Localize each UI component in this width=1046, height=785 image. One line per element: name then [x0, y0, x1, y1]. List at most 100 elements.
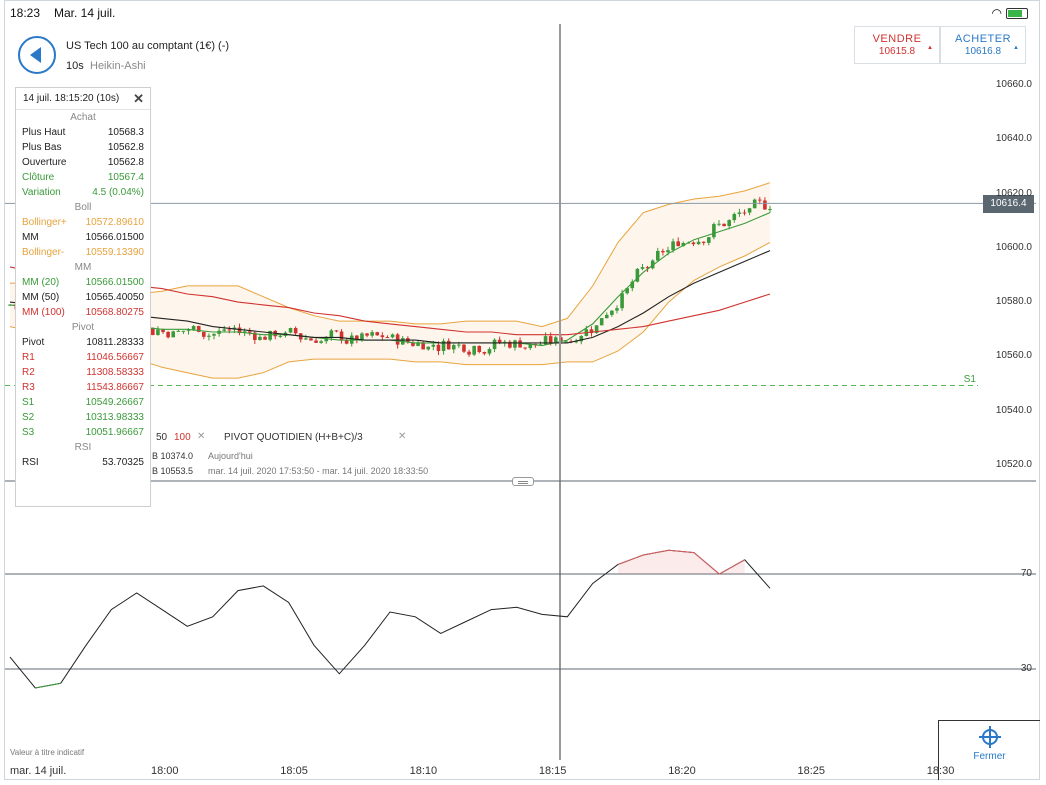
- candle: [650, 260, 655, 269]
- info-row: R3 11543.86667: [16, 380, 150, 395]
- candle: [237, 327, 242, 333]
- time-axis-label: 18:05: [280, 765, 308, 777]
- info-row-value: 4.5 (0.04%): [92, 187, 144, 198]
- buy-price: 10616.8: [964, 46, 1002, 57]
- candle: [712, 224, 716, 238]
- crosshair-icon: [978, 726, 1001, 748]
- candle: [441, 340, 446, 352]
- buy-button[interactable]: ACHETER 10616.8 ▲: [940, 26, 1026, 64]
- candle: [446, 340, 451, 350]
- candle: [752, 199, 757, 209]
- status-date: Mar. 14 juil.: [54, 6, 116, 20]
- remove-pivot-icon[interactable]: ✕: [398, 431, 407, 442]
- candle: [467, 351, 471, 355]
- pane-resize-handle[interactable]: [512, 477, 534, 486]
- pivot-legend[interactable]: PIVOT QUOTIDIEN (H+B+C)/3: [224, 432, 363, 443]
- candle: [615, 308, 619, 311]
- instrument-title: US Tech 100 au comptant (1€) (-): [66, 40, 230, 52]
- info-row-label: S3: [22, 427, 35, 438]
- status-time: 18:23: [10, 6, 41, 20]
- price-axis-label: 10660.0: [995, 79, 1032, 90]
- back-button[interactable]: [18, 36, 56, 74]
- candle: [589, 329, 594, 334]
- info-row: Bollinger+ 10572.89610: [16, 215, 150, 230]
- price-axis-label: 10560.0: [995, 350, 1032, 362]
- chart-frame: [4, 0, 1040, 780]
- candle: [508, 341, 512, 348]
- sell-button[interactable]: VENDRE 10615.8 ▲: [854, 26, 940, 64]
- legend-row2-period: mar. 14 juil. 2020 17:53:50 - mar. 14 ju…: [208, 466, 429, 476]
- time-axis-label: 18:20: [668, 765, 696, 777]
- ma-50-legend[interactable]: 50: [156, 432, 168, 443]
- candle: [594, 325, 599, 334]
- candle: [421, 342, 425, 350]
- candle: [151, 327, 155, 336]
- info-row: Plus Haut 10568.3: [16, 125, 150, 140]
- candle: [487, 349, 492, 354]
- info-row-value: 11046.56667: [86, 352, 144, 363]
- time-axis-label: 18:30: [926, 765, 955, 777]
- price-axis-label: 10520.0: [995, 459, 1032, 470]
- candle: [548, 336, 553, 343]
- candle: [375, 332, 380, 336]
- remove-ma-icon[interactable]: ✕: [197, 431, 206, 442]
- candle: [737, 212, 742, 214]
- info-row: MM (100) 10568.80275: [16, 305, 150, 320]
- legend-row1-value: B 10374.0: [152, 451, 194, 461]
- info-section-title: MM: [74, 262, 92, 273]
- candle: [635, 268, 640, 282]
- price-axis-label: 10600.0: [995, 241, 1032, 253]
- info-row-label: R3: [22, 382, 35, 393]
- caret-up-icon: ▲: [927, 45, 933, 51]
- info-row: S1 10549.26667: [16, 395, 150, 410]
- candle: [212, 333, 216, 336]
- info-row-value: 10562.8: [107, 157, 144, 168]
- info-section-title: Achat: [70, 112, 96, 123]
- candle: [304, 338, 308, 340]
- candle: [457, 344, 461, 346]
- info-row: Ouverture 10562.8: [16, 155, 150, 170]
- rsi-oversold-line: [35, 682, 61, 689]
- info-row-label: Pivot: [22, 337, 45, 348]
- candle: [334, 330, 339, 332]
- sell-price: 10615.8: [878, 46, 916, 57]
- time-axis-label: 18:00: [151, 765, 179, 777]
- price-axis-label: 10580.0: [995, 296, 1032, 308]
- candle: [166, 331, 170, 338]
- ma-100-legend[interactable]: 100: [174, 432, 191, 443]
- s1-label: S1: [963, 374, 976, 385]
- info-row: RSI 53.70325: [16, 455, 150, 470]
- rsi-overbought-line: [617, 549, 745, 575]
- info-panel-header: 14 juil. 18:15:20 (10s) ✕: [16, 88, 150, 110]
- candle: [681, 243, 686, 247]
- info-row-value: 10559.13390: [85, 247, 144, 258]
- info-row: MM 10566.01500: [16, 230, 150, 245]
- candle: [385, 337, 390, 339]
- candle: [747, 208, 752, 213]
- candle: [196, 326, 201, 332]
- info-row-label: S1: [22, 397, 35, 408]
- info-section-title: RSI: [74, 442, 92, 453]
- info-row-value: 11308.58333: [86, 367, 144, 378]
- close-icon[interactable]: ✕: [133, 91, 144, 106]
- candle: [706, 237, 711, 243]
- chart-style-selector[interactable]: Heikin-Ashi: [90, 60, 146, 72]
- info-row-value: 53.70325: [102, 457, 144, 468]
- info-row-label: R2: [22, 367, 35, 378]
- info-row-value: 10572.89610: [85, 217, 144, 228]
- candle: [477, 345, 482, 353]
- info-row: R1 11046.56667: [16, 350, 150, 365]
- candle: [181, 330, 186, 332]
- candle: [380, 335, 385, 338]
- close-button[interactable]: Fermer: [938, 720, 1040, 780]
- info-row-value: 10567.4: [107, 172, 144, 183]
- candle: [518, 340, 522, 348]
- info-row: S3 10051.96667: [16, 425, 150, 440]
- candle: [472, 345, 476, 355]
- candle: [732, 213, 737, 221]
- info-row-label: Bollinger+: [22, 217, 67, 228]
- interval-selector[interactable]: 10s: [66, 60, 84, 72]
- candle: [191, 326, 196, 330]
- info-row: MM (20) 10566.01500: [16, 275, 150, 290]
